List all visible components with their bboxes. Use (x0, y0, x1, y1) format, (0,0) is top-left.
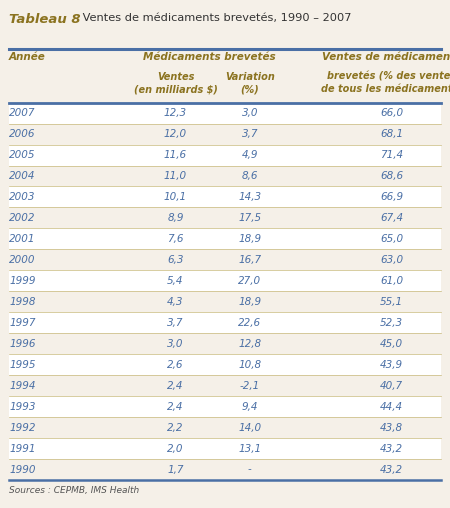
Text: 18,9: 18,9 (238, 297, 261, 307)
Text: 1994: 1994 (9, 380, 36, 391)
Bar (9, 333, 441, 354)
Text: 2,2: 2,2 (167, 423, 184, 433)
Bar (9, 145, 441, 166)
Text: 3,0: 3,0 (167, 339, 184, 349)
Bar (9, 312, 441, 333)
Text: 2004: 2004 (9, 171, 36, 181)
Bar (9, 375, 441, 396)
Bar (9, 396, 441, 417)
Bar (9, 103, 441, 123)
Text: 11,6: 11,6 (164, 150, 187, 160)
Text: 2003: 2003 (9, 192, 36, 202)
Text: 27,0: 27,0 (238, 276, 261, 286)
Text: 45,0: 45,0 (380, 339, 403, 349)
Text: 6,3: 6,3 (167, 255, 184, 265)
Text: 1996: 1996 (9, 339, 36, 349)
Text: 3,7: 3,7 (167, 318, 184, 328)
Text: 8,9: 8,9 (167, 213, 184, 223)
Text: 2,4: 2,4 (167, 380, 184, 391)
Text: Ventes de médicaments brevetés, 1990 – 2007: Ventes de médicaments brevetés, 1990 – 2… (79, 13, 351, 23)
Bar (9, 249, 441, 270)
Text: 43,9: 43,9 (380, 360, 403, 370)
Text: 1995: 1995 (9, 360, 36, 370)
Text: 14,0: 14,0 (238, 423, 261, 433)
Text: 1992: 1992 (9, 423, 36, 433)
Text: Ventes
(en milliards $): Ventes (en milliards $) (134, 72, 217, 94)
Text: 17,5: 17,5 (238, 213, 261, 223)
Text: 61,0: 61,0 (380, 276, 403, 286)
Text: 2005: 2005 (9, 150, 36, 160)
Text: 67,4: 67,4 (380, 213, 403, 223)
Text: 63,0: 63,0 (380, 255, 403, 265)
Bar (9, 186, 441, 207)
Text: 65,0: 65,0 (380, 234, 403, 244)
Text: 22,6: 22,6 (238, 318, 261, 328)
Text: 71,4: 71,4 (380, 150, 403, 160)
Text: 43,8: 43,8 (380, 423, 403, 433)
Text: 68,1: 68,1 (380, 129, 403, 139)
Text: 14,3: 14,3 (238, 192, 261, 202)
Text: 43,2: 43,2 (380, 443, 403, 454)
Bar (9, 207, 441, 229)
Text: 44,4: 44,4 (380, 402, 403, 411)
Text: 12,0: 12,0 (164, 129, 187, 139)
Text: 1991: 1991 (9, 443, 36, 454)
Text: Tableau 8: Tableau 8 (9, 13, 81, 26)
Text: 4,9: 4,9 (242, 150, 258, 160)
Text: 1993: 1993 (9, 402, 36, 411)
Text: 7,6: 7,6 (167, 234, 184, 244)
Text: 66,9: 66,9 (380, 192, 403, 202)
Text: 43,2: 43,2 (380, 465, 403, 474)
Text: 55,1: 55,1 (380, 297, 403, 307)
Text: 2001: 2001 (9, 234, 36, 244)
Text: 40,7: 40,7 (380, 380, 403, 391)
Bar (9, 166, 441, 186)
Text: 2000: 2000 (9, 255, 36, 265)
Text: Année: Année (9, 52, 46, 62)
Text: 1998: 1998 (9, 297, 36, 307)
Bar (9, 229, 441, 249)
Bar (9, 459, 441, 480)
Text: 12,3: 12,3 (164, 108, 187, 118)
Text: -: - (248, 465, 252, 474)
Text: 12,8: 12,8 (238, 339, 261, 349)
Text: brevetés (% des ventes
de tous les médicaments): brevetés (% des ventes de tous les médic… (320, 72, 450, 94)
Text: 4,3: 4,3 (167, 297, 184, 307)
Text: 2,4: 2,4 (167, 402, 184, 411)
Text: 2006: 2006 (9, 129, 36, 139)
Text: 1,7: 1,7 (167, 465, 184, 474)
Text: 2007: 2007 (9, 108, 36, 118)
Bar (9, 270, 441, 291)
Text: Ventes de médicaments: Ventes de médicaments (322, 52, 450, 62)
Text: Médicaments brevetés: Médicaments brevetés (143, 52, 275, 62)
Text: 16,7: 16,7 (238, 255, 261, 265)
Text: 18,9: 18,9 (238, 234, 261, 244)
Bar (9, 354, 441, 375)
Text: 2,6: 2,6 (167, 360, 184, 370)
Text: 68,6: 68,6 (380, 171, 403, 181)
Text: 2002: 2002 (9, 213, 36, 223)
Text: 3,0: 3,0 (242, 108, 258, 118)
Bar (9, 417, 441, 438)
Text: 52,3: 52,3 (380, 318, 403, 328)
Bar (9, 123, 441, 145)
Bar (9, 291, 441, 312)
Text: 11,0: 11,0 (164, 171, 187, 181)
Text: Variation
(%): Variation (%) (225, 72, 274, 94)
Text: 2,0: 2,0 (167, 443, 184, 454)
Text: 10,1: 10,1 (164, 192, 187, 202)
Text: 3,7: 3,7 (242, 129, 258, 139)
Text: 13,1: 13,1 (238, 443, 261, 454)
Text: -2,1: -2,1 (240, 380, 260, 391)
Text: 1990: 1990 (9, 465, 36, 474)
Text: 9,4: 9,4 (242, 402, 258, 411)
Text: 5,4: 5,4 (167, 276, 184, 286)
Text: 1997: 1997 (9, 318, 36, 328)
Text: 8,6: 8,6 (242, 171, 258, 181)
Text: 10,8: 10,8 (238, 360, 261, 370)
Bar (9, 438, 441, 459)
Text: 1999: 1999 (9, 276, 36, 286)
Text: 66,0: 66,0 (380, 108, 403, 118)
Text: Sources : CEPMB, IMS Health: Sources : CEPMB, IMS Health (9, 486, 139, 495)
